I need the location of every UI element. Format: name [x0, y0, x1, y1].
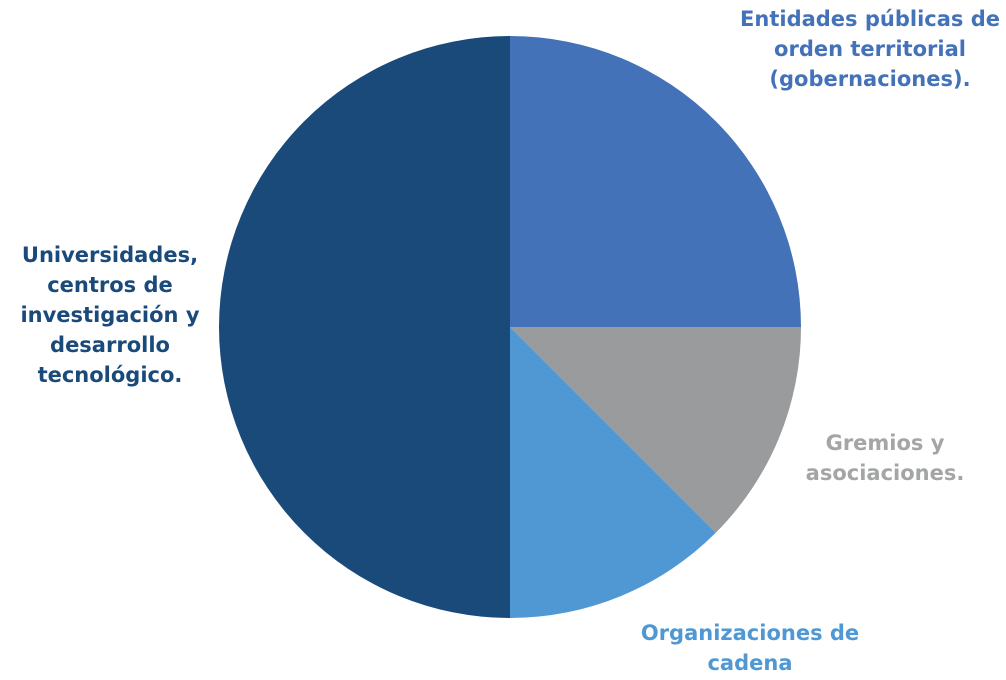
slice-label: Gremios y asociaciones.: [805, 431, 965, 485]
pie-slice: [219, 36, 510, 618]
slice-label: Organizaciones de cadena: [640, 621, 860, 675]
slice-label: Universidades, centros de investigación …: [20, 243, 200, 387]
pie-slice: [510, 36, 801, 327]
pie-slice: [510, 327, 801, 533]
pie-slice: [510, 327, 716, 618]
slice-label: Entidades públicas de orden territorial …: [740, 7, 1000, 91]
